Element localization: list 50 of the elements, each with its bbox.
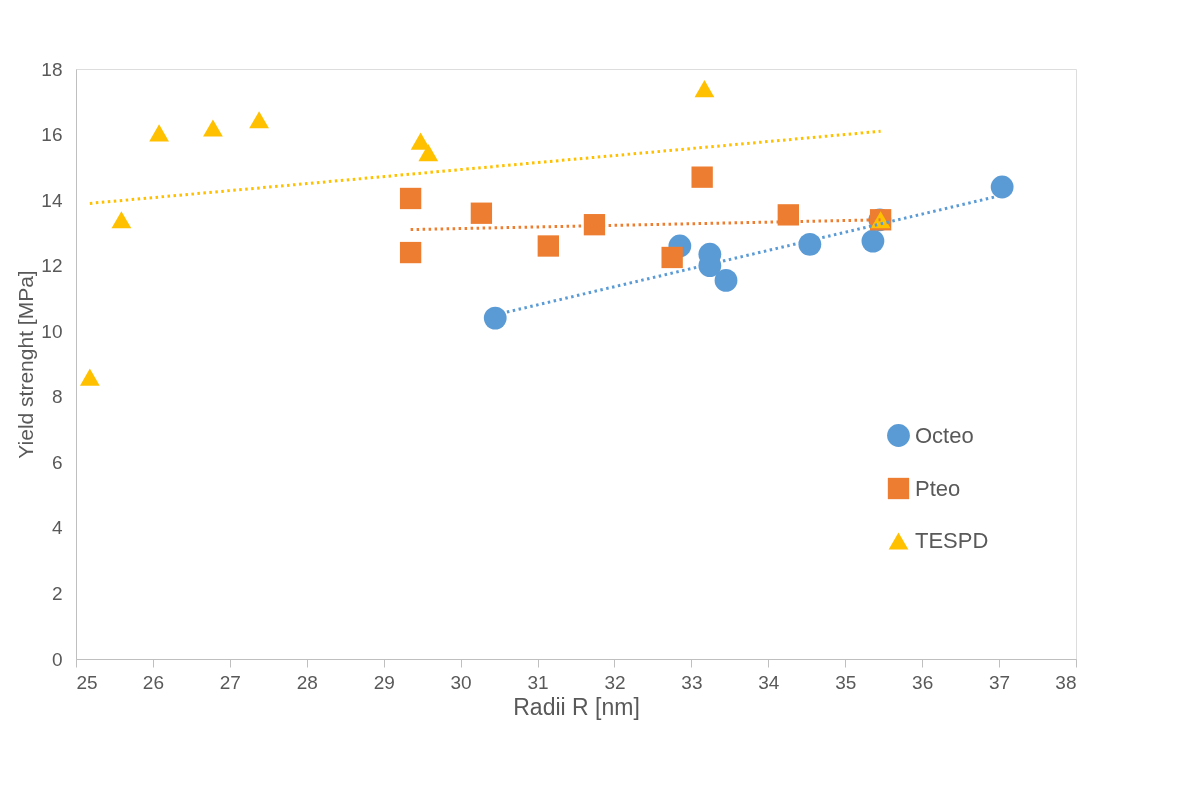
x-tick-label: 32 bbox=[604, 671, 626, 693]
point bbox=[470, 202, 493, 224]
y-tick-label: 2 bbox=[51, 582, 63, 604]
point bbox=[661, 246, 683, 269]
x-tick-label: 31 bbox=[527, 671, 549, 693]
legend-label: Octeo bbox=[915, 422, 974, 448]
x-tick-label: 33 bbox=[681, 671, 703, 693]
point bbox=[777, 204, 799, 226]
x-tick-label: 35 bbox=[835, 671, 857, 693]
x-tick-label: 37 bbox=[989, 671, 1011, 693]
x-tick-label: 34 bbox=[758, 671, 780, 693]
point bbox=[399, 187, 422, 210]
y-tick-label: 8 bbox=[51, 386, 63, 408]
y-tick-label: 6 bbox=[51, 451, 63, 473]
y-tick-label: 14 bbox=[41, 189, 63, 211]
point bbox=[861, 229, 885, 253]
point bbox=[537, 235, 559, 257]
x-axis-title: Radii R [nm] bbox=[513, 693, 640, 720]
y-axis-title: Yield strenght [MPa] bbox=[14, 270, 38, 459]
x-tick-label: 26 bbox=[142, 671, 164, 693]
x-tick-label: 30 bbox=[450, 671, 472, 693]
point bbox=[410, 132, 431, 150]
point bbox=[583, 214, 606, 236]
point bbox=[798, 232, 822, 256]
x-tick-label: 38 bbox=[1055, 671, 1077, 693]
legend-label: Pteo bbox=[915, 475, 961, 501]
point bbox=[399, 241, 422, 264]
y-tick-label: 16 bbox=[41, 124, 63, 146]
x-tick-label: 25 bbox=[76, 671, 98, 693]
point bbox=[418, 144, 439, 162]
y-tick-label: 0 bbox=[51, 648, 63, 670]
point bbox=[483, 306, 507, 330]
y-tick-label: 18 bbox=[41, 58, 63, 80]
y-tick-label: 10 bbox=[41, 320, 63, 342]
point bbox=[990, 175, 1014, 199]
point bbox=[714, 269, 738, 292]
point bbox=[111, 211, 132, 229]
point bbox=[79, 368, 100, 386]
y-tick-label: 4 bbox=[51, 517, 63, 539]
x-tick-label: 36 bbox=[912, 671, 934, 693]
y-tick-label: 12 bbox=[41, 255, 63, 277]
x-tick-label: 29 bbox=[373, 671, 395, 693]
point bbox=[694, 80, 715, 98]
point bbox=[149, 124, 169, 142]
point bbox=[203, 119, 223, 137]
x-tick-label: 27 bbox=[219, 671, 241, 693]
x-tick-label: 28 bbox=[296, 671, 318, 693]
legend-label: TESPD bbox=[915, 528, 989, 553]
point bbox=[249, 111, 269, 129]
point bbox=[691, 166, 713, 188]
